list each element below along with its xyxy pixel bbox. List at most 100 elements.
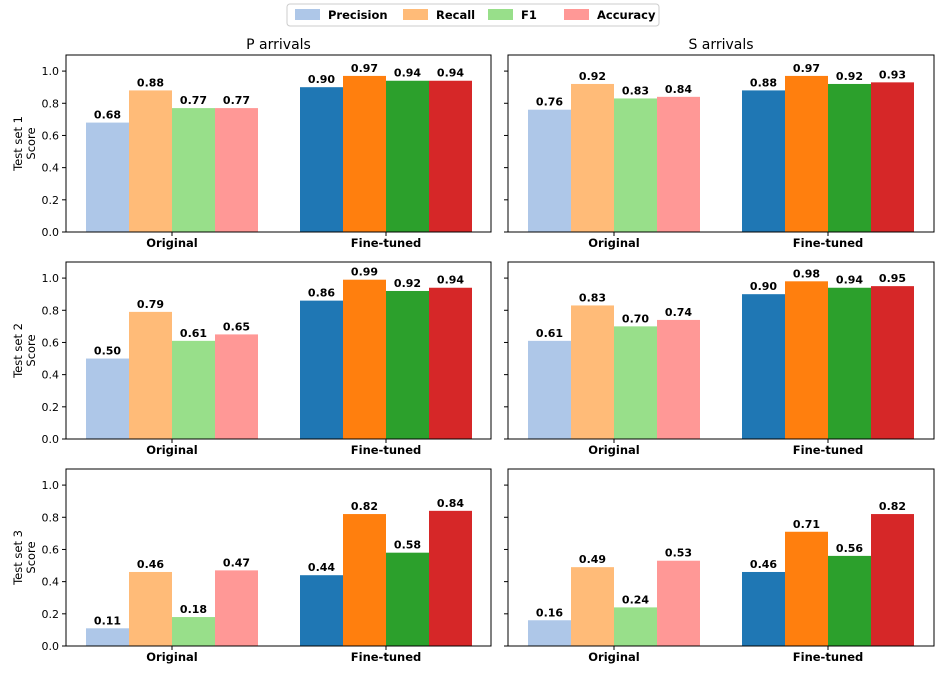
y-tick-label: 0.8 [42,511,60,524]
value-label-original-precision: 0.50 [94,345,121,358]
bar-original-accuracy [657,319,700,439]
panel-test-set-3-p-arrivals: 0.0 0.2 0.4 0.6 0.8 1.0 0.11 0.46 0.18 0.47 Origin… [42,468,492,664]
y-axis-label: Score [24,127,38,159]
y-tick-label: 0.8 [42,97,60,110]
y-tick-label: 0.4 [42,576,60,589]
y-axis-label: Score [24,334,38,366]
bar-original-recall [571,305,614,439]
y-tick-label: 0.2 [42,194,60,207]
bar-fine-tuned-accuracy [429,287,472,439]
bar-fine-tuned-f1 [386,80,429,232]
legend: Precision Recall F1 Accuracy [286,3,660,27]
y-axis-label: Score [24,541,38,573]
y-tick-label: 0.6 [42,129,60,142]
value-label-original-recall: 0.83 [579,291,606,304]
y-tick-label: 0.6 [42,543,60,556]
bar-fine-tuned-precision [300,575,343,646]
value-label-original-accuracy: 0.65 [223,320,250,333]
bar-original-recall [129,571,172,646]
y-tick-label: 0.0 [42,640,60,653]
bar-fine-tuned-accuracy [429,510,472,646]
column-title-p-arrivals: P arrivals [246,37,311,53]
value-label-fine-tuned-recall: 0.97 [793,62,820,75]
x-tick-label-fine-tuned: Fine-tuned [793,443,863,457]
value-label-fine-tuned-recall: 0.82 [351,500,378,513]
value-label-original-f1: 0.70 [622,312,649,325]
x-tick-label-fine-tuned: Fine-tuned [351,650,421,664]
bar-original-f1 [614,607,657,646]
panel-test-set-1-p-arrivals: 0.0 0.2 0.4 0.6 0.8 1.0 0.68 0.88 0.77 0.77 Origin… [42,54,492,250]
x-tick-label-fine-tuned: Fine-tuned [793,650,863,664]
bar-original-recall [129,90,172,233]
legend-swatch-precision [295,9,320,20]
x-tick-label-fine-tuned: Fine-tuned [793,236,863,250]
row-label-group: Test set 3 Score [11,530,38,586]
bar-original-f1 [172,340,215,439]
value-label-fine-tuned-accuracy: 0.93 [879,68,906,81]
axes-frame [65,261,492,440]
value-label-original-f1: 0.83 [622,84,649,97]
bar-fine-tuned-recall [343,279,386,439]
value-label-original-precision: 0.68 [94,109,121,122]
value-label-fine-tuned-precision: 0.44 [308,561,335,574]
bar-original-precision [528,620,571,646]
value-label-original-f1: 0.24 [622,593,649,606]
value-label-original-accuracy: 0.77 [223,94,250,107]
row-label-test-set-2: Test set 2 [11,323,25,379]
value-label-fine-tuned-recall: 0.71 [793,518,820,531]
bar-original-precision [86,122,129,232]
bar-fine-tuned-recall [343,514,386,646]
legend-label-recall: Recall [436,8,475,22]
panel-test-set-3-s-arrivals: 0.16 0.49 0.24 0.53 Original 0.46 0.71 0.56 0.82… [504,468,935,664]
legend-label-precision: Precision [328,8,388,22]
value-label-fine-tuned-accuracy: 0.82 [879,500,906,513]
y-tick-label: 0.0 [42,433,60,446]
bar-fine-tuned-f1 [828,287,871,439]
y-tick-label: 0.4 [42,369,60,382]
bar-fine-tuned-recall [785,531,828,646]
value-label-fine-tuned-precision: 0.86 [308,287,335,300]
value-label-original-f1: 0.18 [180,603,207,616]
bar-original-accuracy [215,108,258,232]
legend-swatch-f1 [488,9,513,20]
value-label-original-f1: 0.61 [180,327,207,340]
y-tick-label: 1.0 [42,479,60,492]
value-label-original-accuracy: 0.47 [223,556,250,569]
bar-original-recall [129,311,172,439]
axes-frame [507,261,935,440]
legend-swatch-recall [403,9,428,20]
value-label-original-precision: 0.61 [536,327,563,340]
value-label-fine-tuned-accuracy: 0.94 [437,67,464,80]
x-tick-label-original: Original [146,443,197,457]
legend-label-accuracy: Accuracy [597,8,656,22]
axes-frame [507,468,935,647]
x-tick-label-original: Original [588,236,639,250]
value-label-fine-tuned-precision: 0.90 [308,73,335,86]
value-label-fine-tuned-f1: 0.94 [394,67,421,80]
value-label-fine-tuned-recall: 0.98 [793,267,820,280]
value-label-fine-tuned-precision: 0.46 [750,558,777,571]
bar-original-recall [571,567,614,646]
x-tick-label-original: Original [146,236,197,250]
y-tick-label: 0.0 [42,226,60,239]
legend-swatch-accuracy [564,9,589,20]
y-tick-label: 0.2 [42,608,60,621]
bar-fine-tuned-precision [742,294,785,439]
bar-fine-tuned-f1 [828,83,871,232]
bar-fine-tuned-f1 [386,290,429,439]
value-label-original-accuracy: 0.84 [665,83,692,96]
bar-original-f1 [172,617,215,646]
bar-original-precision [528,340,571,439]
y-tick-label: 0.6 [42,336,60,349]
bar-original-accuracy [657,560,700,646]
bar-fine-tuned-recall [785,75,828,232]
bar-original-accuracy [215,334,258,439]
axes-frame [65,468,492,647]
value-label-fine-tuned-precision: 0.90 [750,280,777,293]
value-label-original-recall: 0.49 [579,553,606,566]
value-label-original-f1: 0.77 [180,94,207,107]
bar-fine-tuned-precision [300,87,343,232]
bar-original-f1 [172,108,215,232]
bar-original-accuracy [215,570,258,646]
